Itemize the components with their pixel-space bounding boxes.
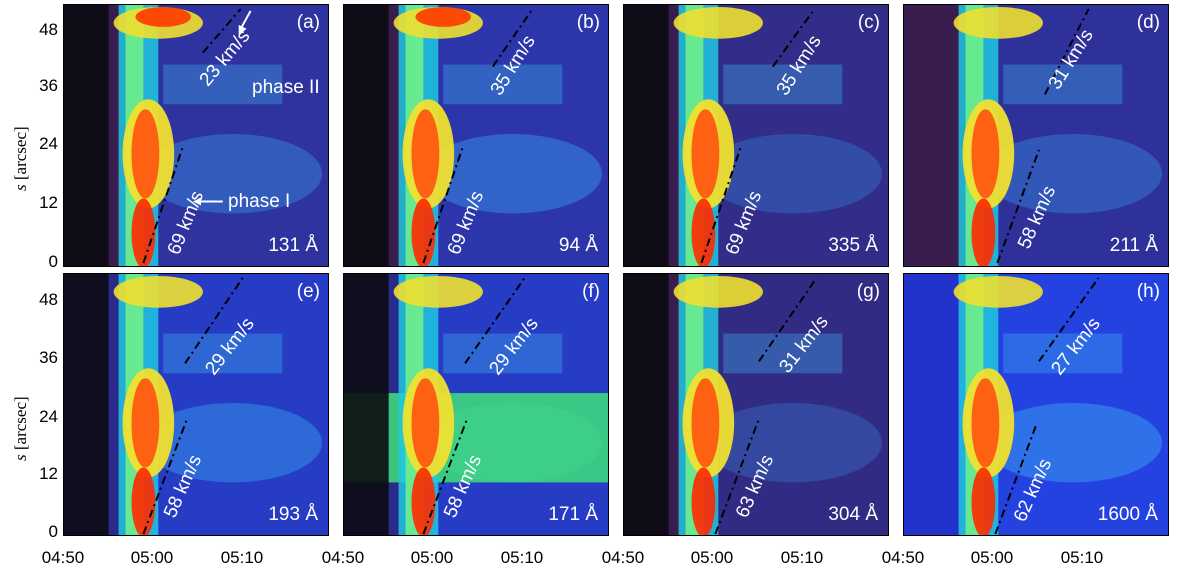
fit-line-lower (700, 145, 743, 264)
x-tick: 05:10 (780, 548, 824, 567)
heatmap-a (64, 5, 328, 266)
fit-line-lower (422, 145, 465, 264)
x-tick: 05:00 (130, 548, 174, 567)
arrow-phase2 (239, 10, 252, 30)
wavelength-label: 1600 Å (1097, 504, 1158, 525)
fit-line-lower (994, 422, 1038, 535)
panel-h: (h) 1600 Å 27 km/s 62 km/s (903, 273, 1169, 536)
fit-line-lower (714, 418, 760, 535)
heatmap-c (624, 5, 888, 266)
wavelength-label: 304 Å (828, 504, 878, 525)
fit-line-lower (996, 149, 1040, 264)
y-tick: 48 (39, 290, 58, 309)
x-tick: 05:00 (970, 548, 1014, 567)
panel-a: (a) 131 Å 23 km/s 69 km/s phase II phase… (63, 4, 329, 267)
panel-c: (c) 335 Å 35 km/s 69 km/s (623, 4, 889, 267)
y-tick: 0 (48, 522, 58, 541)
y-tick: 36 (39, 348, 58, 367)
x-tick: 05:00 (410, 548, 454, 567)
fit-line-upper (772, 8, 816, 68)
fit-line-upper (758, 277, 818, 362)
fit-line-upper (492, 8, 534, 68)
heatmap-d (904, 5, 1168, 266)
wavelength-label: 171 Å (548, 504, 598, 525)
x-tick: 05:00 (690, 548, 734, 567)
wavelength-label: 335 Å (828, 235, 878, 256)
panel-d: (d) 211 Å 31 km/s 58 km/s (903, 4, 1169, 267)
y-tick: 24 (39, 134, 58, 153)
fit-line-upper (202, 8, 242, 54)
panel-label: (e) (296, 281, 320, 302)
panel-label: (f) (582, 281, 600, 302)
panel-g: (g) 304 Å 31 km/s 63 km/s (623, 273, 889, 536)
y-tick: 0 (48, 252, 58, 271)
panel-label: (h) (1136, 281, 1160, 302)
panel-label: (d) (1136, 12, 1160, 33)
phase1-label: phase I (228, 191, 291, 212)
panel-e: (e) 193 Å 29 km/s 58 km/s (63, 273, 329, 536)
heatmap-h (904, 274, 1168, 535)
y-tick: 36 (39, 76, 58, 95)
x-tick: 05:10 (1060, 548, 1104, 567)
x-tick: 04:50 (881, 548, 925, 567)
wavelength-label: 211 Å (1109, 235, 1158, 256)
heatmap-f (344, 274, 608, 535)
heatmap-e (64, 274, 328, 535)
x-tick: 04:50 (601, 548, 645, 567)
y-tick: 48 (39, 20, 58, 39)
wavelength-label: 131 Å (268, 235, 318, 256)
x-tick: 05:10 (500, 548, 544, 567)
y-tick: 12 (39, 464, 58, 483)
fit-line-lower (142, 145, 185, 264)
fit-line-lower (422, 418, 468, 535)
wavelength-label: 193 Å (268, 504, 318, 525)
y-axis-symbol: s (11, 454, 30, 461)
panel-label: (b) (576, 12, 600, 33)
x-tick: 04:50 (321, 548, 365, 567)
x-tick: 04:50 (41, 548, 85, 567)
heatmap-g (624, 274, 888, 535)
wavelength-label: 94 Å (558, 235, 598, 256)
y-tick: 24 (39, 407, 58, 426)
panel-label: (g) (856, 281, 880, 302)
fit-line-upper (1044, 8, 1090, 95)
x-tick: 05:10 (220, 548, 264, 567)
phase2-label: phase II (252, 77, 320, 98)
panel-label: (a) (296, 12, 320, 33)
panel-b: (b) 94 Å 35 km/s 69 km/s (343, 4, 609, 267)
panel-label: (c) (857, 12, 880, 33)
fit-line-lower (142, 418, 188, 535)
y-tick: 12 (39, 193, 58, 212)
y-axis-symbol: s (11, 184, 30, 191)
panel-f: (f) 171 Å 29 km/s 58 km/s (343, 273, 609, 536)
heatmap-b (344, 5, 608, 266)
